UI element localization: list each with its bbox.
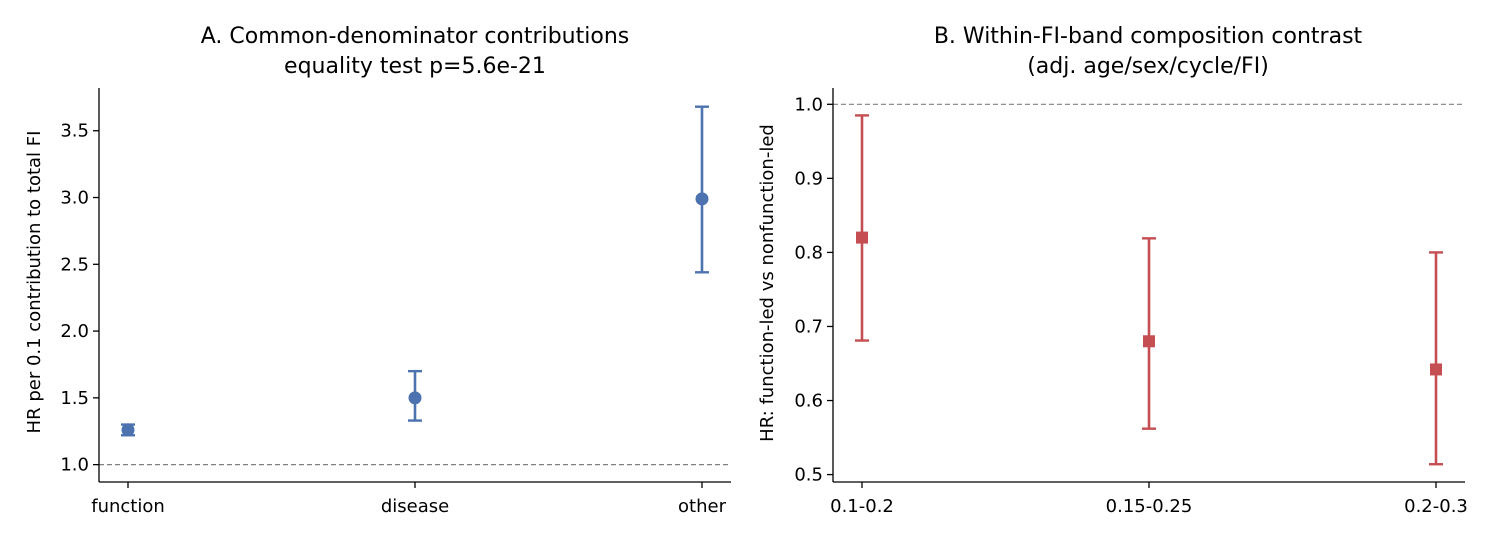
panel-b-x-ticks: 0.1-0.2 0.15-0.25 0.2-0.3 — [830, 482, 1468, 517]
panel-b-y-axis-label: HR: function-led vs nonfunction-led — [757, 124, 778, 442]
panel-b-title: B. Within-FI-band composition contrast — [934, 24, 1363, 49]
panel-b-point-marker — [856, 231, 868, 244]
panel-b-point-marker — [1430, 363, 1442, 376]
panel-b-subtitle: (adj. age/sex/cycle/FI) — [1027, 54, 1269, 79]
panel-a-y-tick-label: 3.0 — [60, 188, 89, 209]
panel-b-y-tick-label: 0.8 — [794, 242, 823, 263]
panel-b-point-marker — [1143, 335, 1155, 348]
panel-b-y-tick-label: 0.6 — [794, 391, 823, 412]
panel-a-x-tick-label: function — [91, 496, 165, 517]
panel-a-point-marker — [121, 423, 135, 437]
panel-a-axes — [98, 88, 731, 483]
panel-a-y-axis-label: HR per 0.1 contribution to total FI — [24, 131, 45, 434]
panel-a-subtitle: equality test p=5.6e-21 — [284, 54, 546, 79]
panel-a-y-tick-label: 2.5 — [60, 254, 89, 275]
panel-b-y-tick-label: 0.7 — [794, 316, 823, 337]
panel-b-y-ticks: 0.5 0.6 0.7 0.8 0.9 1.0 — [794, 94, 833, 486]
panel-b-x-tick-label: 0.2-0.3 — [1404, 496, 1468, 517]
panel-b-marks — [855, 114, 1443, 466]
panel-a-x-ticks: function disease other — [91, 482, 727, 517]
panel-b: B. Within-FI-band composition contrast (… — [757, 24, 1468, 517]
panel-a-x-tick-label: disease — [381, 496, 449, 517]
panel-a-marks — [121, 105, 709, 437]
panel-a-y-tick-label: 3.5 — [60, 121, 89, 142]
panel-b-y-tick-label: 0.5 — [794, 465, 823, 486]
panel-a-y-ticks: 1.0 1.5 2.0 2.5 3.0 3.5 — [60, 121, 99, 476]
panel-a: A. Common-denominator contributions equa… — [24, 24, 731, 517]
panel-a-point-marker — [695, 192, 709, 206]
panel-a-y-tick-label: 2.0 — [60, 321, 89, 342]
panel-b-x-tick-label: 0.1-0.2 — [830, 496, 894, 517]
panel-a-title: A. Common-denominator contributions — [201, 24, 629, 49]
panel-a-x-tick-label: other — [678, 496, 727, 517]
panel-a-y-tick-label: 1.5 — [60, 388, 89, 409]
panel-b-y-tick-label: 1.0 — [794, 94, 823, 115]
panel-b-y-tick-label: 0.9 — [794, 168, 823, 189]
panel-b-x-tick-label: 0.15-0.25 — [1106, 496, 1193, 517]
panel-a-y-tick-label: 1.0 — [60, 455, 89, 476]
panel-a-point-marker — [408, 391, 422, 405]
